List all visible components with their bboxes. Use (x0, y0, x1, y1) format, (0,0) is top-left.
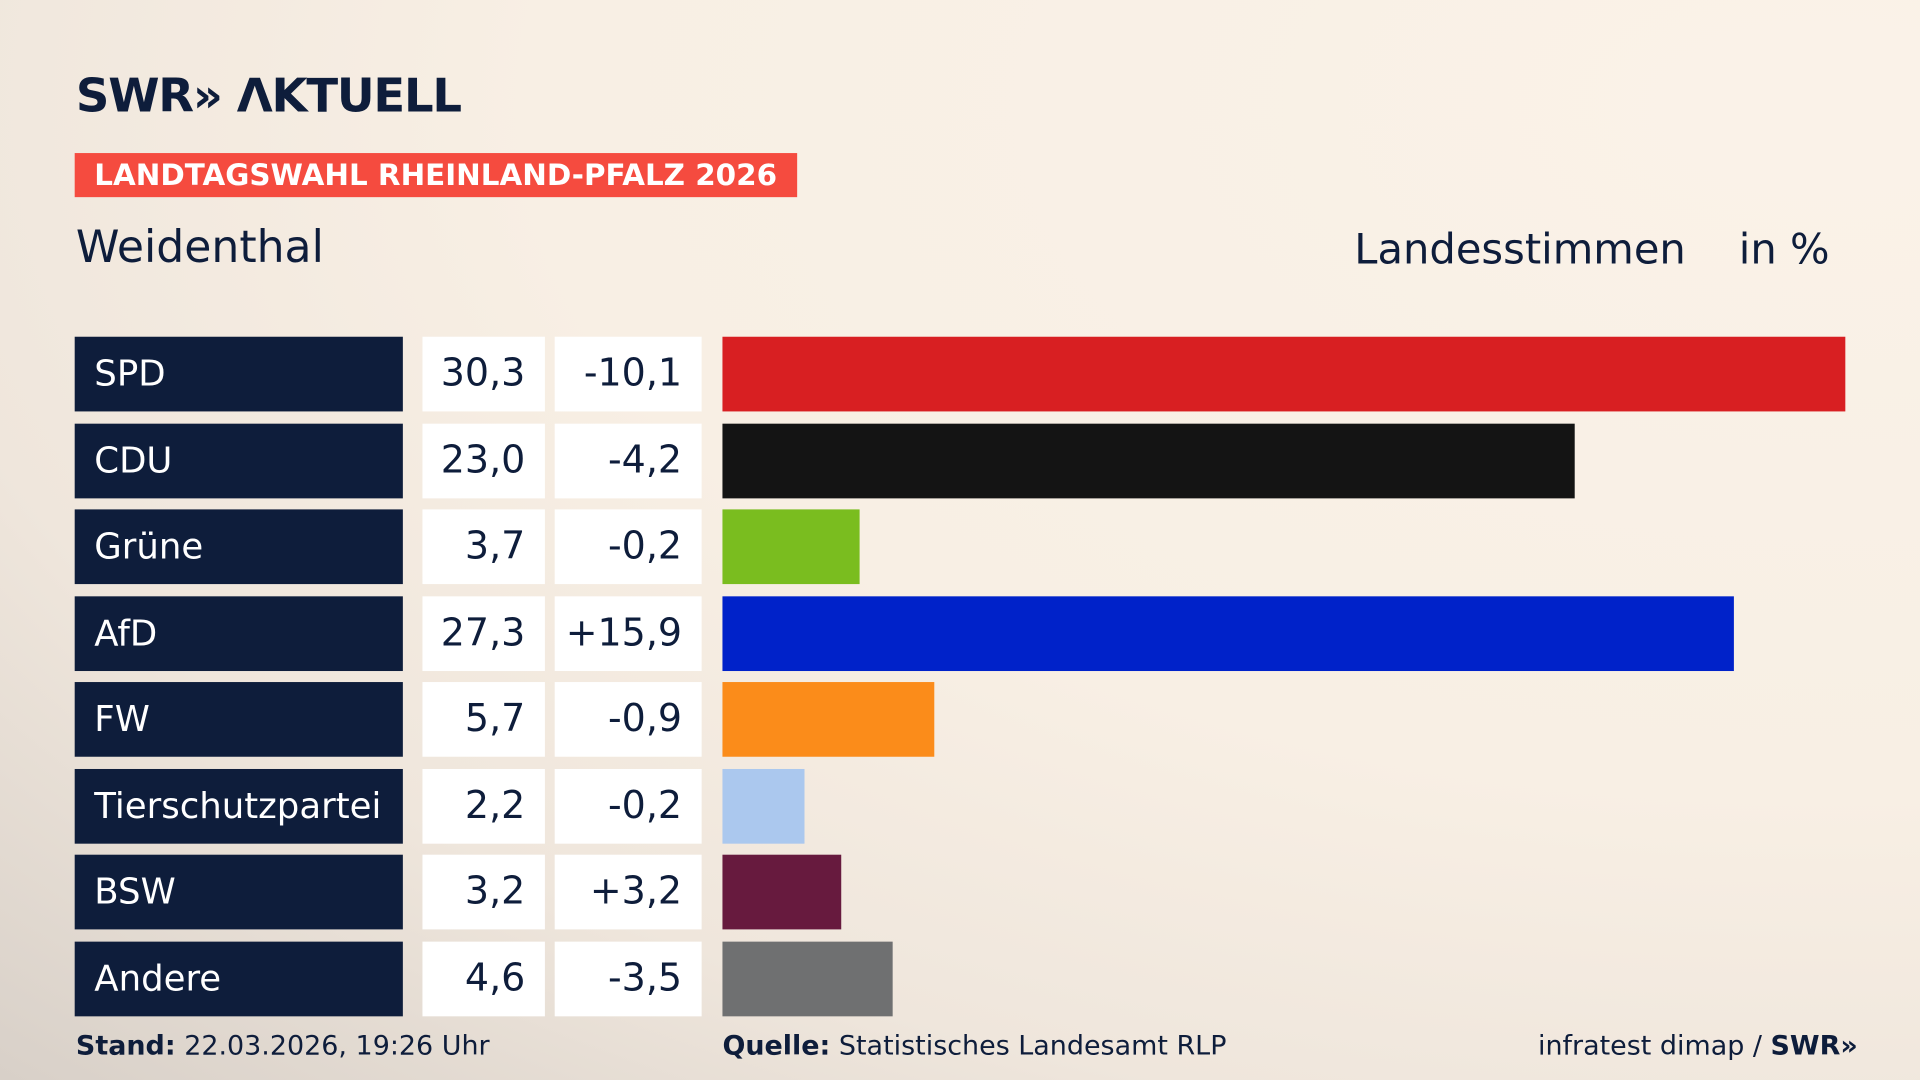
value-label: 23,0 (422, 423, 545, 498)
chart-row: AfD 27,3 +15,9 (0, 595, 1920, 671)
party-label: SPD (74, 336, 403, 412)
unit-label: in % (1738, 225, 1830, 275)
timestamp: Stand: 22.03.2026, 19:26 Uhr (76, 1031, 490, 1062)
value-label: 27,3 (422, 595, 545, 671)
bar (722, 941, 893, 1016)
value-label: 3,7 (422, 509, 545, 585)
chart-row: SPD 30,3 -10,1 (0, 336, 1920, 412)
value-label: 4,6 (422, 941, 545, 1016)
party-label: AfD (74, 595, 403, 671)
diff-label: -0,2 (554, 768, 702, 844)
party-label: Andere (74, 941, 403, 1016)
party-label: BSW (74, 854, 403, 930)
source-value: Statistisches Landesamt RLP (838, 1031, 1227, 1062)
bar (722, 854, 842, 930)
bar (722, 768, 804, 844)
value-label: 2,2 (422, 768, 545, 844)
bar (722, 509, 860, 585)
diff-label: +15,9 (554, 595, 702, 671)
source: Quelle: Statistisches Landesamt RLP (722, 1031, 1226, 1062)
diff-label: -0,9 (554, 682, 702, 757)
chart-row: Tierschutzpartei 2,2 -0,2 (0, 768, 1920, 844)
value-label: 3,2 (422, 854, 545, 930)
credit: infratest dimap / SWR» (1538, 1031, 1858, 1062)
chart-row: Grüne 3,7 -0,2 (0, 509, 1920, 585)
party-label: Tierschutzpartei (74, 768, 403, 844)
chart-row: BSW 3,2 +3,2 (0, 854, 1920, 930)
party-label: Grüne (74, 509, 403, 585)
diff-label: -3,5 (554, 941, 702, 1016)
source-label: Quelle: (722, 1031, 831, 1062)
value-label: 5,7 (422, 682, 545, 757)
election-tag: LANDTAGSWAHL RHEINLAND-PFALZ 2026 (74, 153, 797, 198)
stand-value: 22.03.2026, 19:26 Uhr (184, 1031, 490, 1062)
party-label: CDU (74, 423, 403, 498)
credit-text: infratest dimap / (1537, 1031, 1771, 1062)
bar (722, 336, 1846, 412)
stand-label: Stand: (75, 1031, 176, 1062)
bar (722, 595, 1735, 671)
swr-logo: SWR» (1770, 1031, 1858, 1062)
diff-label: -0,2 (554, 509, 702, 585)
chart-row: Andere 4,6 -3,5 (0, 941, 1920, 1016)
diff-label: +3,2 (554, 854, 702, 930)
vote-type: Landesstimmen (1354, 225, 1686, 275)
chart-row: FW 5,7 -0,9 (0, 682, 1920, 757)
diff-label: -10,1 (554, 336, 702, 412)
bar (722, 682, 934, 757)
party-label: FW (74, 682, 403, 757)
value-label: 30,3 (422, 336, 545, 412)
place-name: Weidenthal (75, 222, 324, 274)
chart-row: CDU 23,0 -4,2 (0, 423, 1920, 498)
diff-label: -4,2 (554, 423, 702, 498)
swr-aktuell-logo: SWR» ΛKTUELL (75, 68, 462, 123)
bar (722, 423, 1575, 498)
